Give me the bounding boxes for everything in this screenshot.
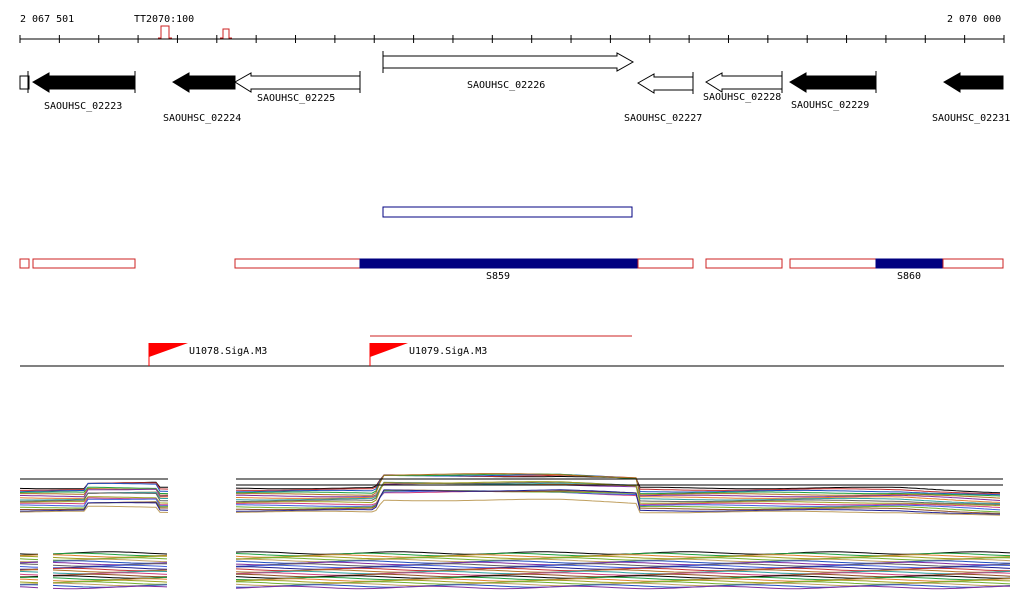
expression-line — [20, 564, 38, 565]
promoter-track: U1078.SigA.M3 U1079.SigA.M3 — [20, 336, 1004, 366]
gene-arrow-g1[interactable] — [20, 71, 29, 93]
expression-line — [20, 567, 38, 568]
terminator-marker-2[interactable] — [220, 29, 232, 38]
promoter-flag-u1079[interactable] — [370, 343, 408, 366]
gene-arrow-g6[interactable] — [638, 72, 693, 94]
expression-line — [20, 582, 38, 583]
gene-arrow-g2[interactable] — [33, 71, 135, 93]
promoter-label-u1079[interactable]: U1079.SigA.M3 — [409, 346, 487, 357]
gene-label-g3[interactable]: SAOUHSC_02224 — [163, 113, 241, 124]
segment-box[interactable] — [235, 259, 360, 268]
gene-label-g6[interactable]: SAOUHSC_02227 — [624, 113, 702, 124]
gene-arrow-g7[interactable] — [706, 71, 782, 93]
ruler-start-label: 2 067 501 — [20, 14, 74, 25]
gene-label-g7[interactable]: SAOUHSC_02228 — [703, 92, 781, 103]
gene-label-g9[interactable]: SAOUHSC_02231 — [932, 113, 1010, 124]
segment-S860-fill[interactable] — [876, 259, 943, 268]
expression-line — [20, 559, 38, 560]
expression-line — [20, 579, 38, 580]
expression-line — [236, 556, 1010, 558]
segment-box[interactable] — [33, 259, 135, 268]
expression-line — [236, 579, 1010, 581]
gene-label-g2[interactable]: SAOUHSC_02223 — [44, 101, 122, 112]
expression-line — [20, 562, 38, 563]
terminator-marker[interactable] — [158, 26, 172, 38]
promoter-flag-u1078[interactable] — [149, 343, 188, 366]
expression-line — [20, 574, 38, 575]
expression-line — [20, 587, 38, 588]
segment-box[interactable] — [943, 259, 1003, 268]
segment-box[interactable] — [638, 259, 693, 268]
segment-track: S859 S860 — [20, 259, 1003, 282]
promoter-label-u1078[interactable]: U1078.SigA.M3 — [189, 346, 267, 357]
gene-arrow-g5[interactable] — [383, 51, 633, 73]
ruler-end-label: 2 070 000 — [947, 14, 1001, 25]
transcript-outline-box[interactable] — [383, 207, 632, 217]
expression-line — [236, 586, 1010, 588]
coordinate-ruler: 2 067 501 2 070 000 TT2070:100 — [20, 14, 1004, 43]
expression-line — [20, 571, 38, 572]
segment-box[interactable] — [20, 259, 29, 268]
expression-profile-upper — [20, 474, 1003, 516]
segment-S859-fill[interactable] — [360, 259, 638, 268]
expression-line — [236, 571, 1010, 573]
gene-arrow-g9[interactable] — [944, 73, 1003, 92]
gene-arrow-g3[interactable] — [173, 73, 235, 92]
segment-label-S859[interactable]: S859 — [486, 271, 510, 282]
gene-label-g5[interactable]: SAOUHSC_02226 — [467, 80, 545, 91]
gene-arrow-g4[interactable] — [235, 71, 360, 93]
segment-box[interactable] — [790, 259, 876, 268]
segment-box[interactable] — [706, 259, 782, 268]
gene-label-g4[interactable]: SAOUHSC_02225 — [257, 93, 335, 104]
terminator-label[interactable]: TT2070:100 — [134, 14, 194, 25]
gene-track: SAOUHSC_02223 SAOUHSC_02224 SAOUHSC_0222… — [20, 51, 1010, 124]
segment-label-S860[interactable]: S860 — [897, 271, 921, 282]
gene-arrow-g8[interactable] — [790, 71, 876, 93]
expression-line — [20, 555, 38, 556]
expression-line — [236, 564, 1010, 566]
expression-profile-lower — [20, 552, 1010, 589]
gene-label-g8[interactable]: SAOUHSC_02229 — [791, 100, 869, 111]
